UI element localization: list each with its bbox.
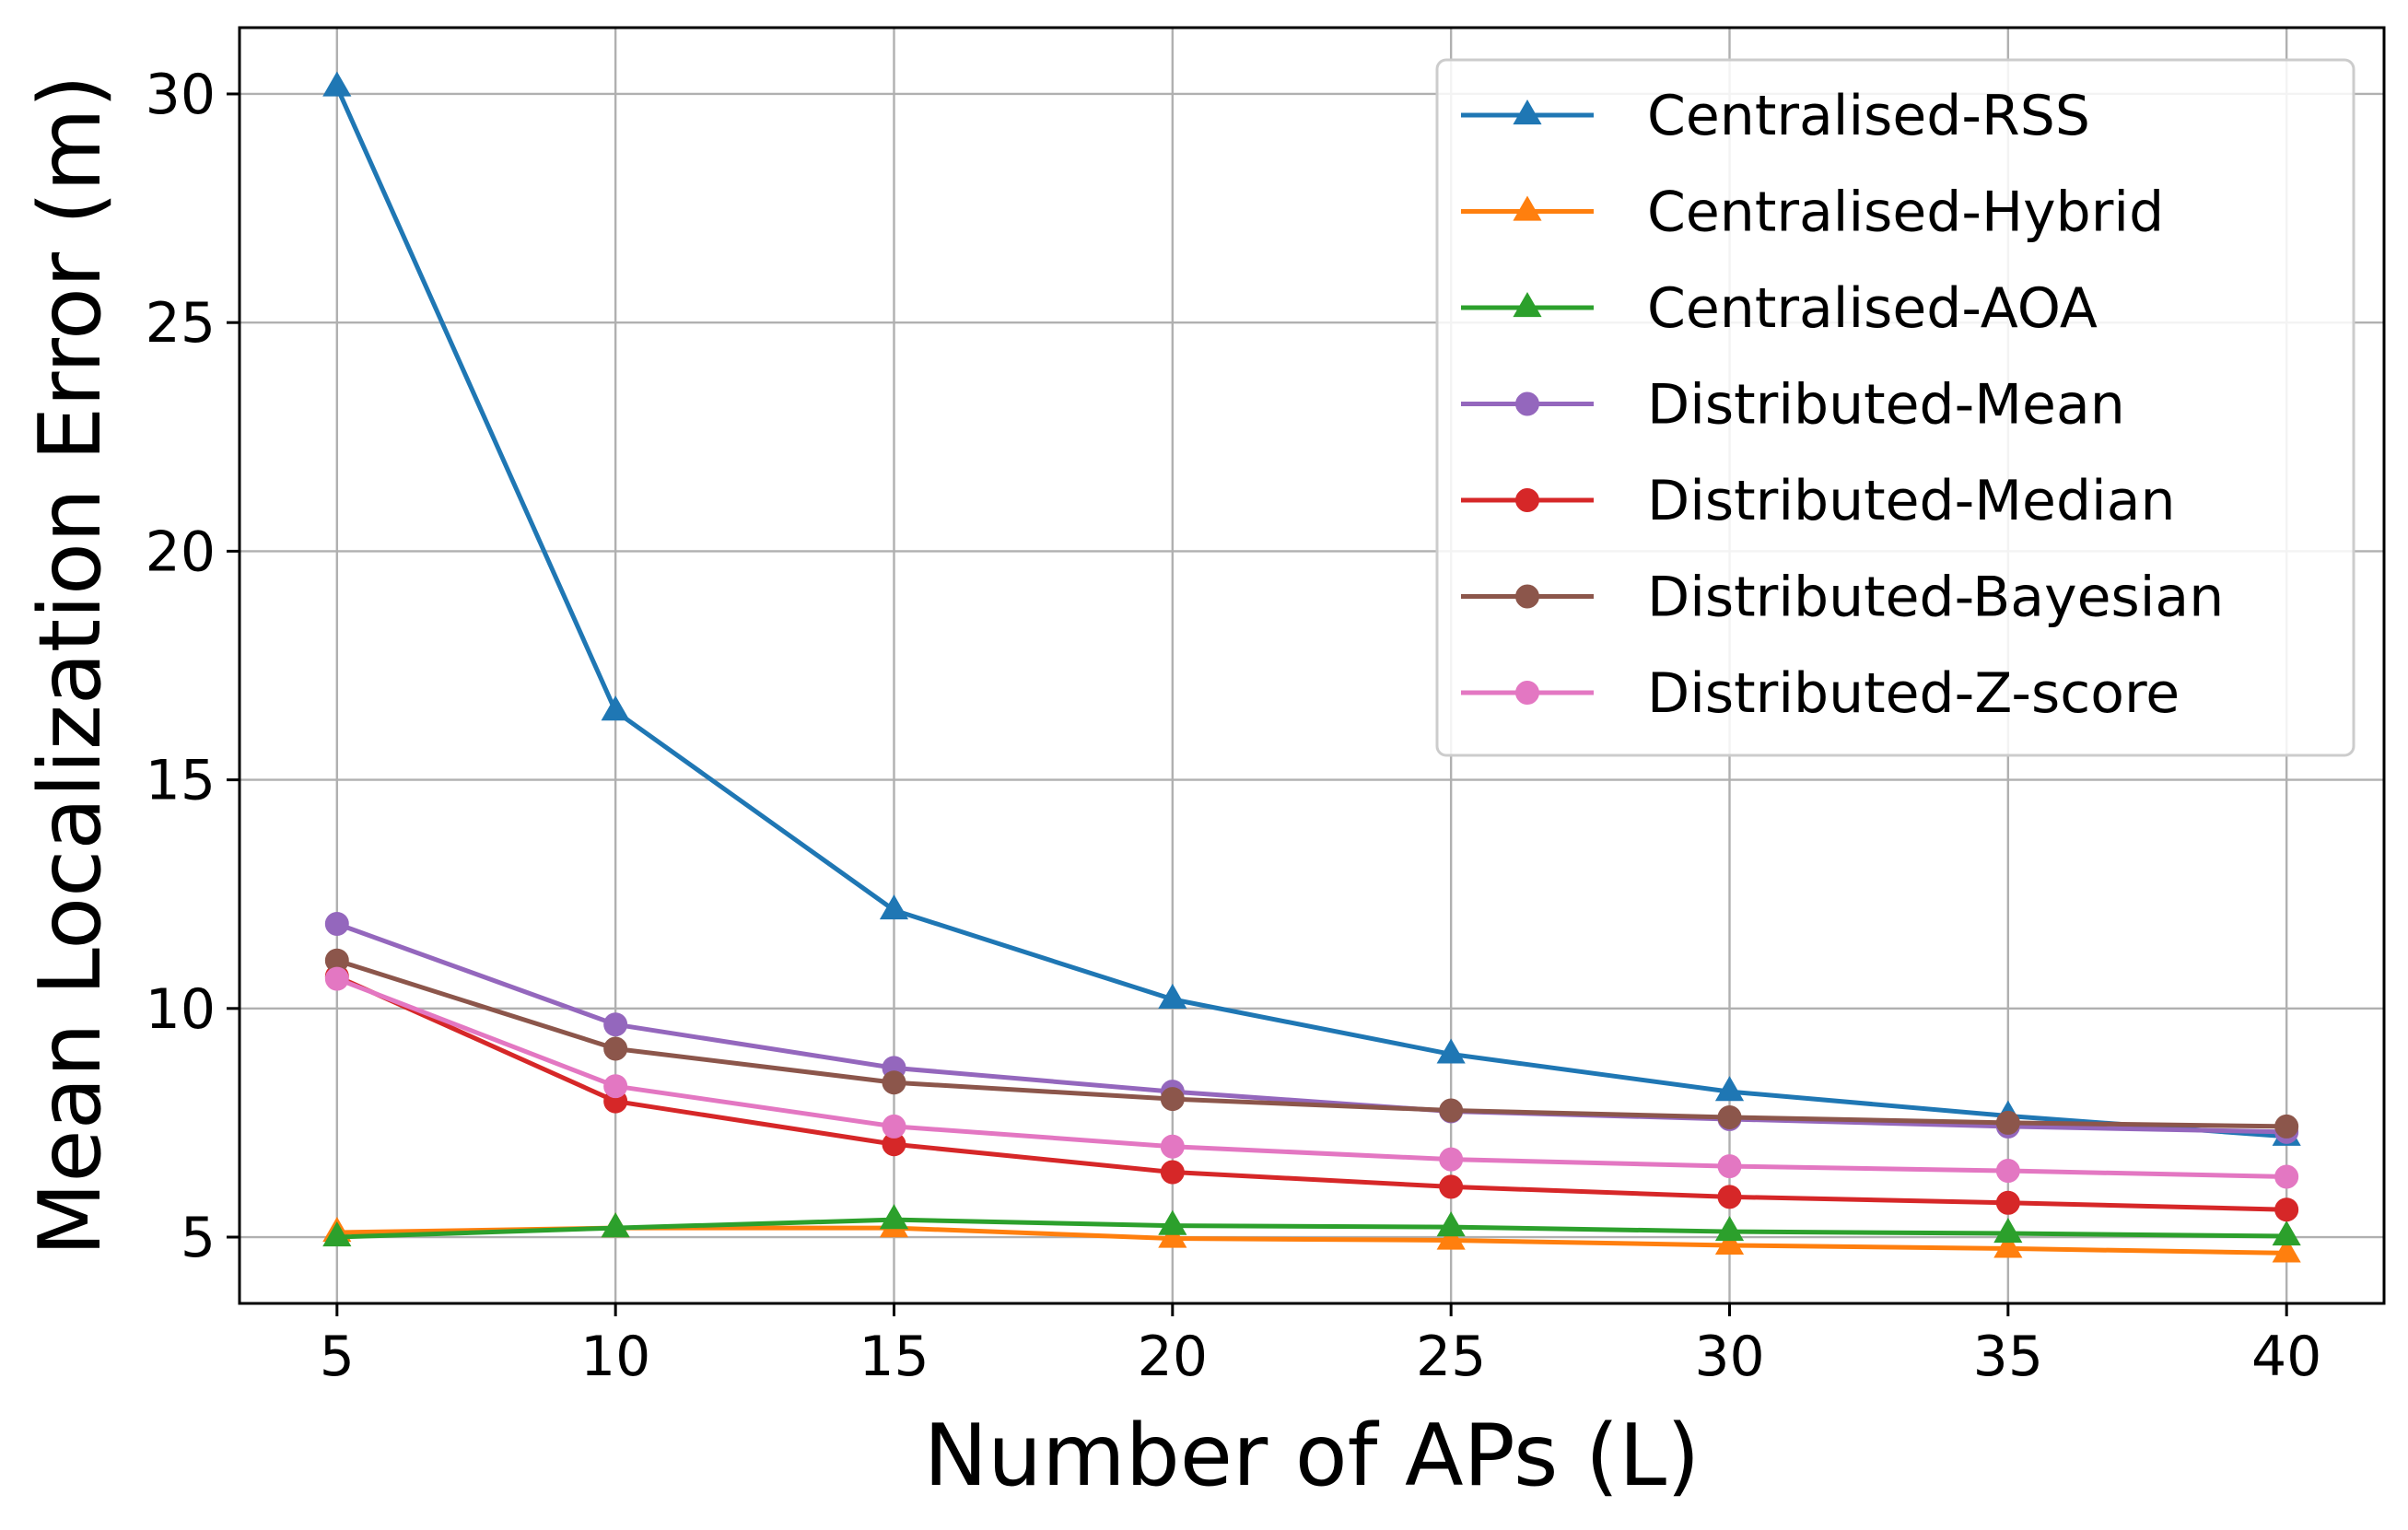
data-point — [1714, 1216, 1745, 1242]
legend-marker — [1513, 195, 1542, 221]
y-tick-label: 10 — [146, 977, 216, 1042]
legend-box — [1435, 58, 2355, 757]
series-distributed-z-score — [324, 966, 2299, 1189]
data-point — [603, 1012, 628, 1037]
x-axis: 5 10 15 20 25 30 35 40 — [320, 1303, 2321, 1389]
data-point — [1160, 1087, 1185, 1112]
legend-marker — [1513, 99, 1542, 125]
data-point — [1160, 1134, 1185, 1159]
data-point — [2274, 1114, 2299, 1139]
series-centralised-aoa — [322, 1204, 2301, 1247]
data-point — [603, 1074, 628, 1099]
series-line — [334, 86, 2287, 1139]
x-tick-label: 30 — [1694, 1325, 1764, 1389]
series-line — [335, 921, 2287, 1135]
data-point — [601, 695, 630, 721]
data-point — [1158, 1222, 1187, 1248]
legend-item: Distributed-Median — [1461, 469, 2176, 533]
legend-marker — [1515, 391, 1539, 416]
series-distributed-bayesian — [324, 948, 2299, 1139]
legend-item: Distributed-Bayesian — [1461, 566, 2224, 630]
data-point — [1439, 1098, 1464, 1123]
plot-frame — [238, 26, 2386, 1305]
data-point — [879, 1204, 909, 1230]
data-point — [2272, 1220, 2301, 1246]
legend-marker — [1515, 681, 1539, 705]
data-point — [324, 966, 349, 991]
series-line — [336, 958, 2287, 1129]
legend-label: Distributed-Median — [1647, 469, 2176, 533]
data-point — [1436, 1038, 1466, 1064]
y-axis: 5 10 15 20 25 30 — [146, 63, 240, 1270]
data-point — [882, 1114, 906, 1139]
data-point — [322, 1221, 352, 1247]
legend-label: Distributed-Bayesian — [1647, 566, 2224, 630]
data-point — [603, 1036, 628, 1061]
data-point — [879, 894, 909, 920]
data-point — [601, 1212, 630, 1238]
data-point — [2272, 1237, 2301, 1263]
legend-item: Centralised-Hybrid — [1461, 181, 2164, 245]
legend-item: Centralised-AOA — [1461, 276, 2098, 341]
x-tick-label: 10 — [580, 1325, 650, 1389]
data-point — [1717, 1154, 1742, 1179]
data-point — [1993, 1232, 2023, 1258]
data-point — [324, 911, 349, 936]
x-tick-label: 5 — [320, 1325, 355, 1389]
y-tick-label: 30 — [146, 63, 216, 127]
legend-label: Distributed-Z-score — [1647, 661, 2180, 726]
legend-label: Centralised-Hybrid — [1647, 181, 2164, 245]
data-point — [1717, 1185, 1742, 1209]
data-point — [1995, 1110, 2020, 1135]
data-point — [322, 71, 352, 97]
y-tick-label: 20 — [146, 520, 216, 584]
data-point — [1714, 1229, 1745, 1256]
data-point — [1158, 983, 1187, 1009]
legend-marker — [1513, 291, 1542, 318]
legend-marker — [1515, 488, 1539, 512]
legend-item: Distributed-Mean — [1461, 373, 2125, 438]
legend-label: Centralised-RSS — [1647, 84, 2090, 148]
data-point — [1995, 1190, 2020, 1215]
legend-item: Centralised-RSS — [1461, 84, 2090, 148]
x-tick-label: 35 — [1973, 1325, 2043, 1389]
legend-marker — [1515, 584, 1539, 609]
data-point — [1160, 1160, 1185, 1185]
data-point — [882, 1070, 906, 1095]
legend: Centralised-RSS Centralised-Hybrid Central… — [1435, 58, 2355, 757]
y-tick-label: 15 — [146, 749, 216, 813]
data-point — [1436, 1211, 1466, 1237]
x-axis-label: Number of APs (L) — [924, 1406, 1701, 1505]
series-line — [335, 974, 2287, 1212]
y-tick-label: 5 — [181, 1206, 216, 1270]
x-tick-label: 15 — [859, 1325, 929, 1389]
data-point — [1717, 1104, 1742, 1129]
x-tick-label: 40 — [2251, 1325, 2321, 1389]
series-line — [335, 976, 2287, 1179]
legend-label: Centralised-AOA — [1647, 276, 2098, 341]
data-point — [1439, 1147, 1464, 1172]
data-point — [2274, 1197, 2299, 1222]
x-tick-label: 25 — [1416, 1325, 1486, 1389]
data-point — [2274, 1164, 2299, 1189]
data-point — [1439, 1174, 1464, 1199]
x-tick-label: 20 — [1138, 1325, 1208, 1389]
y-tick-label: 25 — [146, 291, 216, 356]
data-point — [1714, 1076, 1745, 1102]
data-point — [1158, 1209, 1187, 1235]
legend-label: Distributed-Mean — [1647, 373, 2125, 438]
series-layer — [322, 71, 2301, 1263]
series-line — [336, 1217, 2287, 1240]
data-point — [1436, 1224, 1466, 1250]
legend-item: Distributed-Z-score — [1461, 661, 2180, 726]
data-point — [1995, 1159, 2020, 1184]
y-axis-label: Mean Localization Error (m) — [20, 75, 120, 1256]
data-point — [1993, 1218, 2023, 1244]
